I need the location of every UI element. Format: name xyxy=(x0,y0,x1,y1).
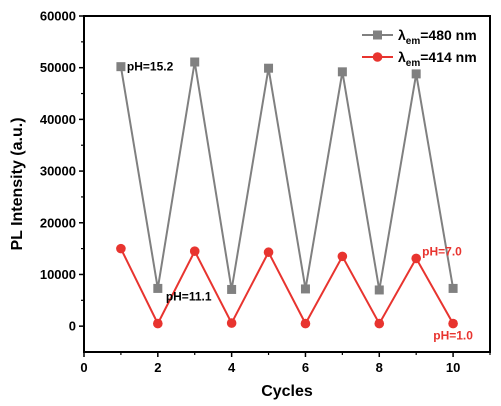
plot-frame xyxy=(83,15,491,353)
y-tick-label: 0 xyxy=(69,319,76,334)
axes xyxy=(83,15,491,353)
y-tick-label: 10000 xyxy=(40,267,76,282)
series-line xyxy=(120,248,454,326)
data-point xyxy=(116,243,126,254)
annotation-label: pH=1.0 xyxy=(433,329,473,343)
data-point xyxy=(448,283,458,293)
data-point xyxy=(153,283,163,293)
data-point xyxy=(300,318,311,329)
x-tick-label: 2 xyxy=(154,360,161,375)
legend-marker xyxy=(372,52,383,62)
legend-item: λem=414 nm xyxy=(362,49,477,69)
x-tick-label: 4 xyxy=(228,360,236,375)
legend-label: λem=414 nm xyxy=(398,49,477,69)
data-point xyxy=(448,318,458,329)
series-1 xyxy=(116,57,458,295)
y-tick-label: 30000 xyxy=(40,164,76,179)
x-axis-title: Cycles xyxy=(261,383,313,400)
ticks: 0 2 4 6 8 10 0 10000 20000 30000 40000 50000 60000 xyxy=(40,9,491,375)
data-point xyxy=(153,318,163,329)
annotation-label: pH=7.0 xyxy=(422,244,462,258)
series-line xyxy=(119,61,455,291)
data-point xyxy=(264,63,274,73)
x-tick-label: 0 xyxy=(80,360,87,375)
data-point xyxy=(411,253,421,264)
x-tick-label: 8 xyxy=(376,360,383,375)
data-point xyxy=(190,57,200,67)
data-point xyxy=(263,247,274,258)
legend-item: λem=480 nm xyxy=(362,27,477,47)
annotations: pH=15.2 pH=11.1 pH=7.0 pH=1.0 xyxy=(127,60,473,343)
data-point xyxy=(189,246,200,256)
data-point xyxy=(374,318,385,329)
annotation-label: pH=11.1 xyxy=(166,289,212,303)
legend-label: λem=480 nm xyxy=(398,27,477,47)
data-point xyxy=(337,251,348,262)
y-tick-label: 50000 xyxy=(40,60,76,75)
x-tick-label: 10 xyxy=(446,360,460,375)
data-point xyxy=(226,318,237,328)
data-point xyxy=(227,284,237,294)
annotation-label: pH=15.2 xyxy=(127,60,174,74)
data-point xyxy=(116,62,126,72)
data-point xyxy=(411,69,421,79)
y-tick-label: 20000 xyxy=(40,215,76,230)
data-point xyxy=(337,67,347,77)
x-tick-label: 6 xyxy=(302,360,309,375)
series-2 xyxy=(116,243,458,329)
y-tick-label: 40000 xyxy=(40,112,76,127)
y-axis-title: PL Intensity (a.u.) xyxy=(9,117,26,250)
data-point xyxy=(374,285,384,295)
data-point xyxy=(300,284,310,294)
y-tick-label: 60000 xyxy=(40,9,76,24)
series xyxy=(116,57,458,329)
legend-marker xyxy=(373,30,382,40)
